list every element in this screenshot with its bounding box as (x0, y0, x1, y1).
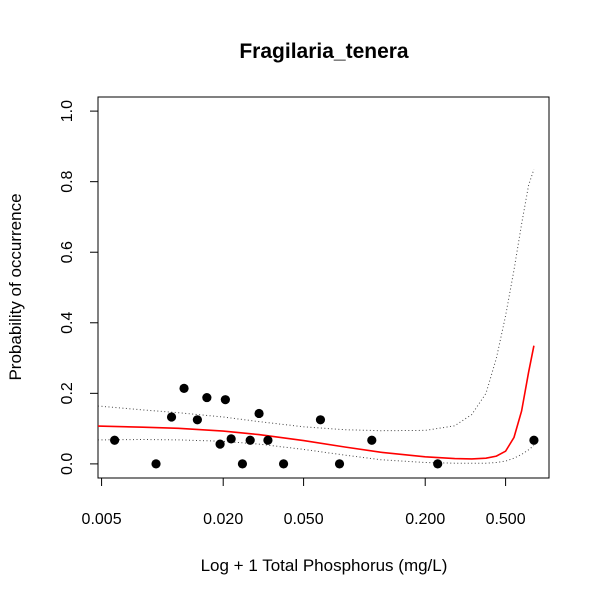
x-tick-label: 0.020 (203, 511, 243, 528)
y-tick-label: 0.0 (59, 453, 76, 475)
data-point (529, 435, 539, 445)
data-point (334, 459, 345, 469)
data-point (166, 412, 177, 422)
x-tick-label: 0.050 (284, 511, 324, 528)
x-axis: 0.005 0.020 0.050 0.200 0.500 (82, 477, 526, 528)
data-point (215, 439, 225, 449)
y-tick-label: 0.4 (59, 312, 76, 334)
data-point (220, 395, 230, 405)
data-point (151, 459, 161, 469)
y-tick-label: 0.2 (59, 382, 76, 404)
data-point (202, 392, 212, 403)
x-tick-label: 0.005 (82, 511, 122, 528)
chart-title: Fragilaria_tenera (239, 40, 409, 63)
data-point (367, 435, 377, 445)
data-point (433, 459, 443, 469)
x-axis-label: Log + 1 Total Phosphorus (mg/L) (201, 556, 448, 575)
data-point (110, 435, 120, 445)
y-tick-label: 0.8 (59, 170, 76, 192)
data-point (192, 415, 202, 425)
data-point (179, 383, 189, 393)
data-point (315, 415, 326, 425)
data-point (245, 435, 255, 445)
y-tick-label: 0.6 (59, 241, 76, 263)
x-tick-label: 0.200 (405, 511, 445, 528)
fitted-probability-curve (97, 345, 535, 460)
data-point (278, 459, 289, 469)
data-point (254, 408, 264, 419)
x-tick-label: 0.500 (486, 511, 526, 528)
data-point (226, 434, 236, 444)
data-point (263, 435, 273, 445)
upper-confidence-curve (97, 169, 535, 432)
data-points (110, 383, 539, 469)
y-axis: 0.0 0.2 0.4 0.6 0.8 1.0 (59, 100, 99, 475)
y-axis-label: Probability of occurrence (6, 193, 25, 380)
y-tick-label: 1.0 (59, 100, 76, 122)
data-point (237, 459, 248, 469)
